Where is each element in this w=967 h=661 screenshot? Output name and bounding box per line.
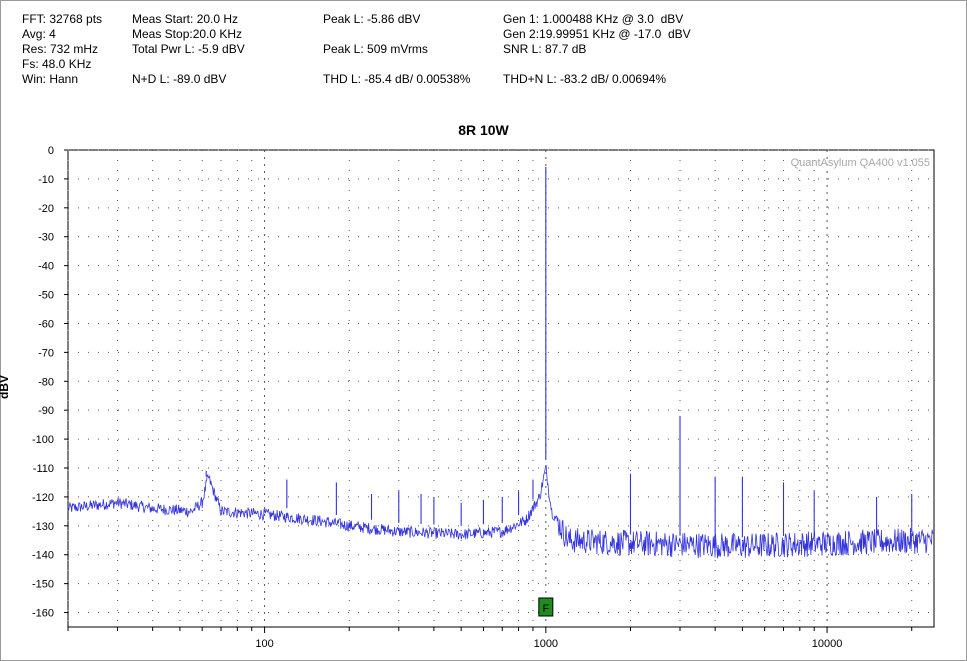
y-tick-label: -110 (33, 463, 54, 475)
spectrum-trace (67, 465, 935, 559)
y-tick-label: -30 (38, 232, 54, 244)
peak-vrms-text: Peak L: 509 mVrms (323, 42, 428, 56)
resolution-text: Res: 732 mHz (22, 42, 99, 56)
y-tick-label: -10 (38, 174, 54, 186)
y-tick-label: -100 (32, 434, 54, 446)
y-tick-label: -140 (32, 550, 54, 562)
y-tick-label: -50 (38, 290, 54, 302)
sample-rate-text: Fs: 48.0 KHz (22, 57, 92, 71)
thd-text: THD L: -85.4 dB/ 0.00538% (323, 72, 471, 86)
fundamental-marker-label: F (542, 603, 549, 615)
avg-text: Avg: 4 (22, 27, 56, 41)
x-tick-label: 1000 (534, 638, 558, 650)
fft-size-text: FFT: 32768 pts (22, 12, 103, 26)
snr-text: SNR L: 87.7 dB (503, 42, 587, 56)
window-text: Win: Hann (22, 72, 79, 86)
y-tick-label: -20 (38, 203, 54, 215)
x-tick-label: 100 (255, 638, 273, 650)
chart-title: 8R 10W (458, 122, 509, 138)
gen2-text: Gen 2:19.99951 KHz @ -17.0 dBV (503, 27, 691, 41)
fundamental-marker (538, 597, 554, 617)
total-power-text: Total Pwr L: -5.9 dBV (132, 42, 245, 56)
y-tick-label: -160 (32, 608, 54, 620)
plot-area (67, 149, 935, 628)
y-tick-label: -70 (38, 347, 54, 359)
x-tick-label: 10000 (812, 638, 843, 650)
thdn-text: THD+N L: -83.2 dB/ 0.00694% (503, 72, 667, 86)
watermark-text: QuantAsylum QA400 v1.055 (791, 157, 930, 169)
peak-dbv-text: Peak L: -5.86 dBV (323, 12, 421, 26)
gen1-text: Gen 1: 1.000488 KHz @ 3.0 dBV (503, 12, 684, 26)
meas-stop-text: Meas Stop:20.0 KHz (132, 27, 243, 41)
y-tick-label: -150 (32, 579, 54, 591)
meas-start-text: Meas Start: 20.0 Hz (132, 12, 239, 26)
noise-distortion-text: N+D L: -89.0 dBV (132, 72, 227, 86)
y-tick-label: -60 (38, 318, 54, 330)
y-tick-label: 0 (48, 145, 54, 157)
y-tick-label: -130 (32, 521, 54, 533)
y-tick-label: -80 (38, 376, 54, 388)
y-tick-label: -40 (38, 261, 54, 273)
y-tick-label: -120 (32, 492, 54, 504)
y-tick-label: -90 (38, 405, 54, 417)
